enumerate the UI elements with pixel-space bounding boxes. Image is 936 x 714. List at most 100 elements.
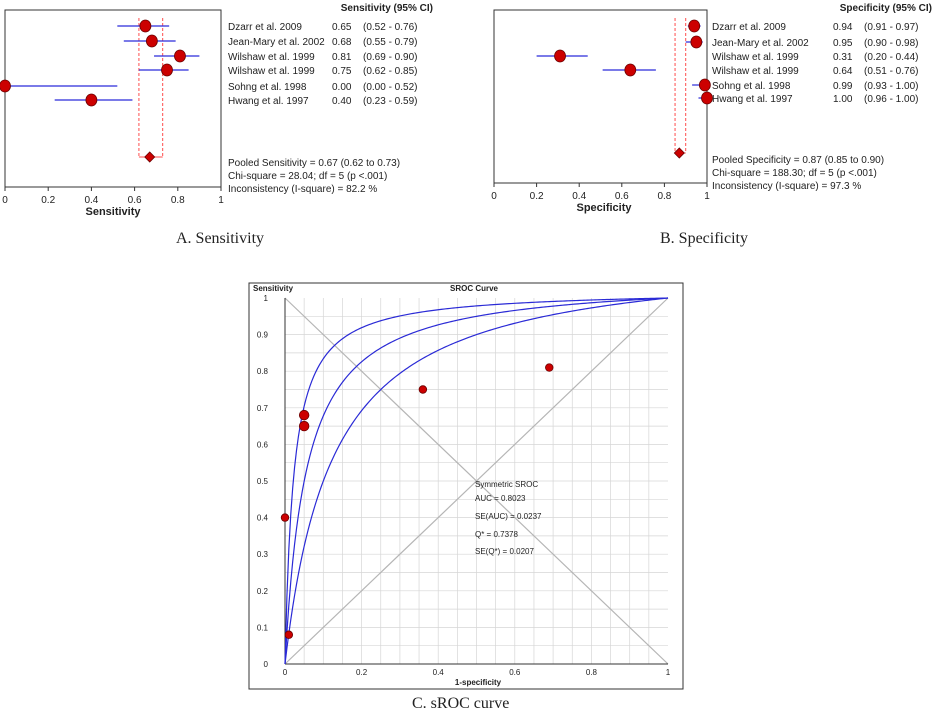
caption-specificity: B. Specificity xyxy=(660,230,748,247)
study-value: 0.94 xyxy=(833,22,853,33)
sroc-curve-plot: 0 0.2 0.4 0.6 0.8 1 0 0.1 0.2 0.3 0.4 0.5 0.6 0.7 0.8 0… xyxy=(248,282,684,690)
y-tick-label: 0.2 xyxy=(257,587,269,596)
study-ci: (0.20 - 0.44) xyxy=(864,52,918,63)
study-name: Jean-Mary et al. 2002 xyxy=(712,38,809,49)
study-name: Sohng et al. 1998 xyxy=(228,82,307,93)
study-point xyxy=(139,19,152,33)
summary-line: Chi-square = 28.04; df = 5 (p <.001) xyxy=(228,171,387,182)
study-point xyxy=(161,63,173,77)
panel-title: Sensitivity (95% CI) xyxy=(341,3,433,14)
study-point xyxy=(298,409,310,421)
study-point xyxy=(284,630,294,639)
study-value: 0.00 xyxy=(332,82,352,93)
x-tick-label: 0.4 xyxy=(572,191,586,202)
y-axis-title: Sensitivity xyxy=(253,284,294,293)
x-tick-label: 1 xyxy=(704,191,710,202)
study-ci: (0.90 - 0.98) xyxy=(864,38,918,49)
study-name: Wilshaw et al. 1999 xyxy=(712,52,799,63)
study-point xyxy=(0,79,11,93)
study-point xyxy=(545,363,554,372)
study-name: Jean-Mary et al. 2002 xyxy=(228,37,325,48)
y-tick-label: 0.5 xyxy=(257,477,269,486)
summary-line: Inconsistency (I-square) = 97.3 % xyxy=(712,181,861,192)
study-value: 0.81 xyxy=(332,52,352,63)
study-name: Hwang et al. 1997 xyxy=(228,96,309,107)
caption-sroc: C. sROC curve xyxy=(412,695,510,712)
study-point xyxy=(418,385,428,394)
x-tick-label: 0 xyxy=(491,191,497,202)
y-tick-label: 0.9 xyxy=(257,331,269,340)
study-name: Dzarr et al. 2009 xyxy=(228,22,302,33)
x-tick-label: 0 xyxy=(283,668,288,677)
study-point xyxy=(698,78,711,92)
sroc-title: SROC Curve xyxy=(450,284,499,293)
plot-frame xyxy=(4,9,222,188)
study-name: Wilshaw et al. 1999 xyxy=(228,52,315,63)
x-axis-title: 1-specificity xyxy=(455,678,502,687)
x-tick-label: 0.2 xyxy=(356,668,368,677)
study-value: 0.68 xyxy=(332,37,352,48)
pooled-diamond xyxy=(144,151,156,163)
study-value: 0.65 xyxy=(332,22,352,33)
study-ci: (0.51 - 0.76) xyxy=(864,66,918,77)
y-tick-label: 0.4 xyxy=(257,514,269,523)
study-value: 0.99 xyxy=(833,81,853,92)
study-ci: (0.96 - 1.00) xyxy=(864,94,918,105)
study-value: 0.31 xyxy=(833,52,853,63)
study-name: Dzarr et al. 2009 xyxy=(712,22,786,33)
study-point xyxy=(688,19,701,33)
study-name: Sohng et al. 1998 xyxy=(712,81,791,92)
x-tick-label: 0.8 xyxy=(171,195,185,206)
x-axis-title: Sensitivity xyxy=(85,206,141,218)
sroc-curve xyxy=(284,297,669,664)
sroc-annotation-line: AUC = 0.8023 xyxy=(475,494,526,503)
caption-sensitivity: A. Sensitivity xyxy=(176,230,265,247)
x-tick-label: 0.4 xyxy=(433,668,445,677)
sroc-upper-ci-curve xyxy=(284,297,669,664)
summary-line: Pooled Specificity = 0.87 (0.85 to 0.90) xyxy=(712,155,884,166)
x-tick-label: 0.6 xyxy=(615,191,629,202)
study-ci: (0.55 - 0.79) xyxy=(363,37,417,48)
pooled-diamond xyxy=(673,147,685,159)
anti-diagonal xyxy=(284,297,669,665)
study-point xyxy=(280,513,290,522)
x-tick-label: 0.8 xyxy=(586,668,598,677)
study-point xyxy=(85,93,98,107)
study-value: 0.95 xyxy=(833,38,853,49)
x-tick-label: 0.2 xyxy=(530,191,544,202)
study-ci: (0.62 - 0.85) xyxy=(363,66,417,77)
y-tick-label: 0.6 xyxy=(257,440,269,449)
study-point xyxy=(701,91,713,105)
y-tick-label: 0.1 xyxy=(257,623,269,632)
x-tick-label: 1 xyxy=(666,668,671,677)
panel-title: Specificity (95% CI) xyxy=(840,3,932,14)
x-tick-label: 1 xyxy=(218,195,224,206)
sroc-annotation-line: Symmetric SROC xyxy=(475,480,538,489)
study-ci: (0.93 - 1.00) xyxy=(864,81,918,92)
study-name: Wilshaw et al. 1999 xyxy=(228,66,315,77)
x-axis-title: Specificity xyxy=(576,202,632,214)
sroc-frame xyxy=(248,282,684,690)
study-name: Wilshaw et al. 1999 xyxy=(712,66,799,77)
y-tick-label: 0 xyxy=(264,660,269,669)
summary-line: Chi-square = 188.30; df = 5 (p <.001) xyxy=(712,168,877,179)
sroc-annotation-line: Q* = 0.7378 xyxy=(475,530,518,539)
study-value: 0.75 xyxy=(332,66,352,77)
study-point xyxy=(174,49,186,63)
x-tick-label: 0.6 xyxy=(509,668,521,677)
study-name: Hwang et al. 1997 xyxy=(712,94,793,105)
summary-line: Pooled Sensitivity = 0.67 (0.62 to 0.73) xyxy=(228,158,400,169)
study-point xyxy=(690,35,703,49)
y-tick-label: 1 xyxy=(264,294,269,303)
x-tick-label: 0.4 xyxy=(84,195,98,206)
summary-line: Inconsistency (I-square) = 82.2 % xyxy=(228,184,377,195)
sroc-lower-ci-curve xyxy=(284,297,669,665)
y-tick-label: 0.3 xyxy=(257,550,269,559)
sroc-annotation-line: SE(Q*) = 0.0207 xyxy=(475,547,534,556)
study-point xyxy=(624,63,637,77)
y-tick-label: 0.7 xyxy=(257,404,269,413)
y-tick-label: 0.8 xyxy=(257,367,269,376)
x-tick-label: 0.2 xyxy=(41,195,55,206)
